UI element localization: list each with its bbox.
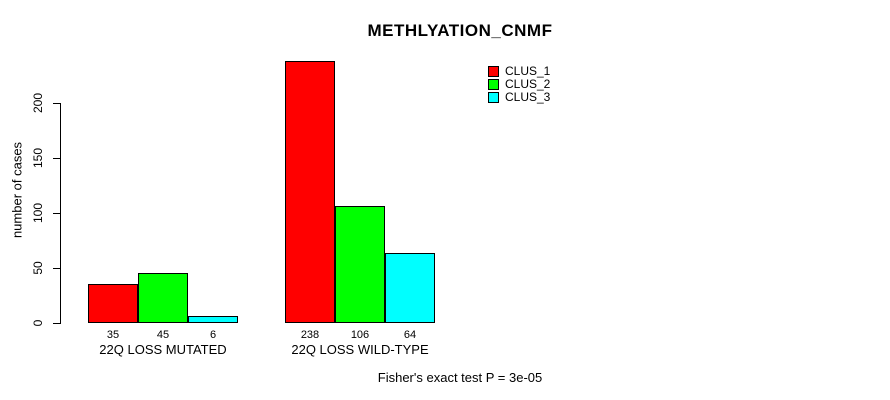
legend: CLUS_1 CLUS_2 CLUS_3	[488, 64, 551, 105]
legend-swatch	[488, 92, 499, 103]
y-axis-tick-label: 100	[31, 202, 45, 224]
bar-value-label: 35	[106, 329, 120, 341]
y-axis-tick-label: 50	[31, 261, 45, 275]
legend-item-label: CLUS_3	[505, 90, 551, 104]
bar	[188, 316, 238, 323]
bar	[335, 206, 385, 323]
legend-swatch	[488, 79, 499, 90]
y-axis-tick-label: 0	[31, 319, 45, 327]
bar-value-label: 106	[350, 329, 370, 341]
y-axis-tick	[53, 323, 60, 324]
y-axis-tick-label: 150	[31, 147, 45, 169]
bar	[88, 284, 138, 323]
y-axis-line	[60, 103, 61, 324]
y-axis-tick-label: 200	[31, 92, 45, 114]
y-axis-tick	[53, 158, 60, 159]
legend-swatch	[488, 66, 499, 77]
chart-title: METHLYATION_CNMF	[367, 21, 553, 40]
bar-value-label: 45	[156, 329, 170, 341]
y-axis-tick	[53, 268, 60, 269]
legend-item-label: CLUS_1	[505, 64, 551, 78]
bar-value-label: 6	[209, 329, 217, 341]
legend-item-label: CLUS_2	[505, 77, 551, 91]
bar-value-label: 238	[300, 329, 320, 341]
category-label: 22Q LOSS MUTATED	[99, 342, 227, 357]
bar	[385, 253, 435, 323]
bar-value-label: 64	[403, 329, 417, 341]
legend-item: CLUS_1	[488, 64, 551, 78]
y-axis-tick	[53, 213, 60, 214]
y-axis-tick	[53, 103, 60, 104]
annotation-text: Fisher's exact test P = 3e-05	[377, 370, 543, 385]
category-label: 22Q LOSS WILD-TYPE	[291, 342, 429, 357]
legend-item: CLUS_2	[488, 77, 551, 91]
bar	[285, 61, 335, 323]
legend-item: CLUS_3	[488, 90, 551, 104]
bar	[138, 273, 188, 323]
